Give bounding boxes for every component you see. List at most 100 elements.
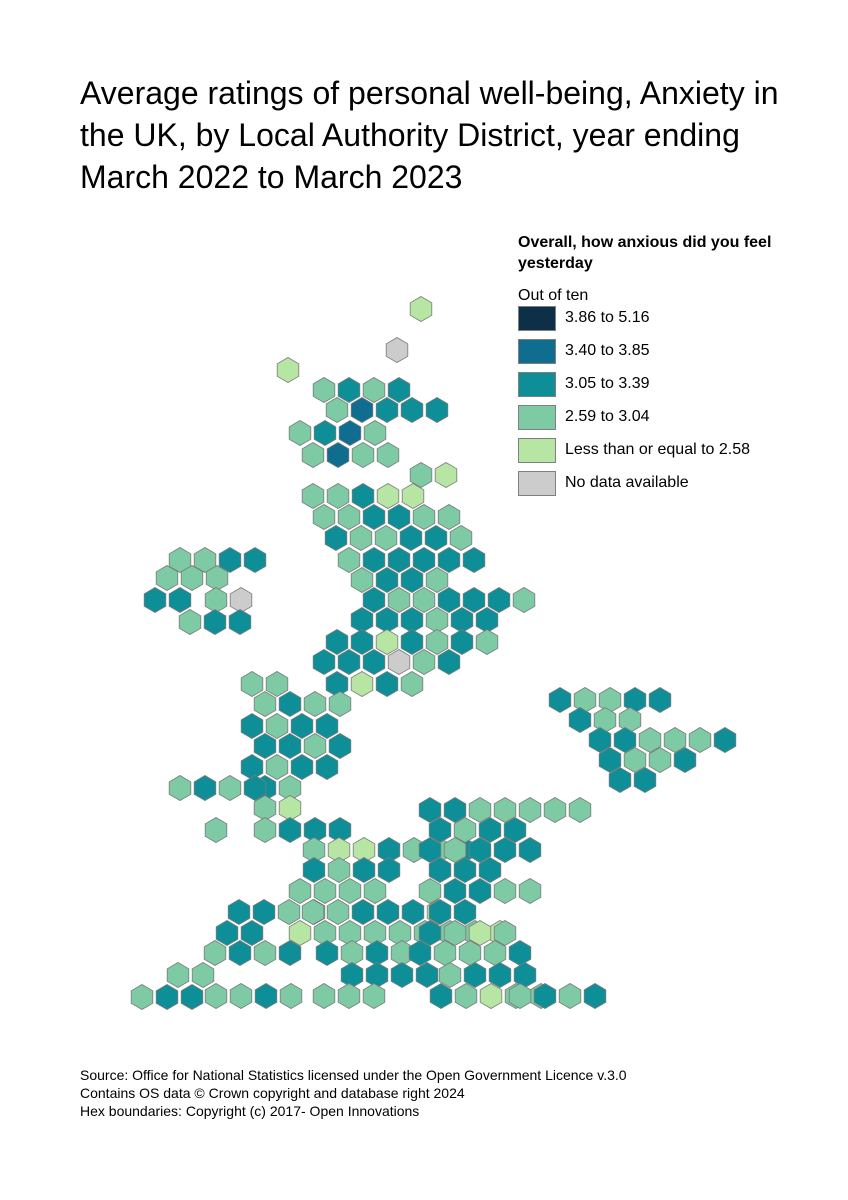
district-hex	[400, 607, 424, 633]
district-hex	[155, 565, 179, 591]
district-hex	[130, 984, 154, 1010]
district-hex	[229, 983, 253, 1009]
district-hex	[437, 649, 461, 675]
district-hex	[508, 940, 532, 966]
district-hex	[218, 547, 242, 573]
district-hex	[568, 797, 592, 823]
district-hex	[240, 920, 264, 946]
district-hex	[438, 962, 462, 988]
district-hex	[425, 567, 449, 593]
district-hex	[338, 420, 362, 446]
district-hex	[228, 609, 252, 635]
district-hex	[478, 857, 502, 883]
district-hex	[418, 797, 442, 823]
district-hex	[326, 483, 350, 509]
district-hex	[648, 687, 672, 713]
district-hex	[278, 817, 302, 843]
district-hex	[228, 940, 252, 966]
district-hex	[328, 733, 352, 759]
district-hex	[227, 899, 251, 925]
district-hex	[229, 587, 253, 613]
district-hex	[412, 587, 436, 613]
district-hex	[218, 775, 242, 801]
legend-label: 2.59 to 3.04	[565, 408, 650, 425]
legend-label: No data available	[565, 474, 689, 491]
district-hex	[337, 377, 361, 403]
district-hex	[424, 525, 448, 551]
district-hex	[265, 754, 289, 780]
district-hex	[399, 525, 423, 551]
district-hex	[363, 420, 387, 446]
district-hex	[493, 797, 517, 823]
district-hex	[533, 983, 557, 1009]
district-hex	[204, 587, 228, 613]
district-hex	[375, 671, 399, 697]
district-hex	[487, 587, 511, 613]
legend-swatch	[518, 405, 556, 430]
district-hex	[437, 504, 461, 530]
legend-swatch	[518, 306, 556, 331]
district-hex	[376, 899, 400, 925]
district-hex	[400, 671, 424, 697]
district-hex	[365, 962, 389, 988]
district-hex	[313, 878, 337, 904]
district-hex	[278, 795, 302, 821]
district-hex	[315, 940, 339, 966]
district-hex	[301, 899, 325, 925]
district-hex	[463, 962, 487, 988]
district-hex	[613, 727, 637, 753]
district-hex	[243, 547, 267, 573]
district-hex	[387, 377, 411, 403]
district-hex	[449, 525, 473, 551]
district-hex	[277, 899, 301, 925]
district-hex	[518, 878, 542, 904]
district-hex	[453, 817, 477, 843]
district-hex	[450, 629, 474, 655]
district-hex	[325, 671, 349, 697]
legend-label: 3.40 to 3.85	[565, 342, 650, 359]
district-hex	[302, 857, 326, 883]
district-hex	[412, 504, 436, 530]
district-hex	[276, 357, 300, 383]
district-hex	[548, 687, 572, 713]
district-hex	[475, 607, 499, 633]
district-hex	[598, 747, 622, 773]
district-hex	[340, 962, 364, 988]
district-hex	[180, 565, 204, 591]
district-hex	[583, 983, 607, 1009]
district-hex	[168, 587, 192, 613]
district-hex	[418, 920, 442, 946]
district-hex	[387, 547, 411, 573]
district-hex	[493, 837, 517, 863]
district-hex	[400, 629, 424, 655]
district-hex	[493, 878, 517, 904]
district-hex	[418, 837, 442, 863]
district-hex	[252, 899, 276, 925]
district-hex	[409, 462, 433, 488]
district-hex	[462, 547, 486, 573]
district-hex	[558, 983, 582, 1009]
district-hex	[340, 940, 364, 966]
district-hex	[454, 983, 478, 1009]
district-hex	[508, 983, 532, 1009]
district-hex	[279, 983, 303, 1009]
district-hex	[338, 878, 362, 904]
district-hex	[327, 857, 351, 883]
district-hex	[475, 629, 499, 655]
district-hex	[428, 817, 452, 843]
district-hex	[513, 962, 537, 988]
district-hex	[418, 878, 442, 904]
district-hex	[376, 483, 400, 509]
district-hex	[623, 747, 647, 773]
district-hex	[362, 547, 386, 573]
district-hex	[468, 878, 492, 904]
district-hex	[204, 817, 228, 843]
district-hex	[290, 713, 314, 739]
district-hex	[193, 547, 217, 573]
legend: Overall, how anxious did you feel yester…	[518, 232, 818, 504]
district-hex	[401, 483, 425, 509]
district-hex	[324, 525, 348, 551]
district-hex	[278, 940, 302, 966]
district-hex	[351, 442, 375, 468]
district-hex	[313, 420, 337, 446]
